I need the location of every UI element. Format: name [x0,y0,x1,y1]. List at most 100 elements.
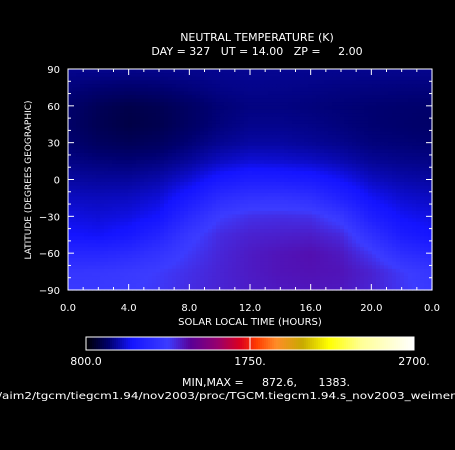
heatmap-cell [216,264,221,269]
heatmap-cell [400,134,405,139]
heatmap-cell [412,271,417,277]
heatmap-cell [160,221,165,226]
heatmap-cell [204,184,209,190]
heatmap-cell [240,105,245,110]
heatmap-cell [332,145,337,150]
heatmap-cell [412,181,417,186]
heatmap-cell [288,235,293,240]
heatmap-cell [316,286,321,291]
heatmap-cell [280,271,285,277]
heatmap-cell [424,286,429,291]
heatmap-cell [284,184,289,190]
heatmap-cell [252,264,257,269]
heatmap-cell [296,177,301,182]
heatmap-cell [356,279,361,284]
heatmap-cell [152,213,157,219]
heatmap-cell [84,181,89,186]
heatmap-cell [176,210,181,215]
heatmap-cell [424,130,429,135]
heatmap-cell [176,108,181,114]
heatmap-cell [208,213,213,219]
heatmap-cell [284,246,289,251]
heatmap-cell [104,145,109,150]
heatmap-cell [328,242,333,248]
heatmap-cell [76,199,81,204]
heatmap-cell [380,145,385,150]
heatmap-cell [368,108,373,114]
heatmap-cell [176,170,181,175]
heatmap-cell [244,177,249,182]
heatmap-cell [252,97,257,103]
heatmap-cell [176,177,181,182]
heatmap-cell [252,235,257,240]
heatmap-cell [352,134,357,139]
heatmap-cell [244,264,249,269]
heatmap-cell [248,235,253,240]
heatmap-cell [324,137,329,143]
heatmap-cell [384,181,389,186]
heatmap-cell [388,235,393,240]
heatmap-cell [420,126,425,132]
heatmap-cell [168,145,173,150]
heatmap-cell [124,145,129,150]
heatmap-cell [248,101,253,106]
heatmap-cell [124,228,129,233]
heatmap-cell [428,279,433,284]
heatmap-cell [324,166,329,172]
heatmap-cell [320,239,325,244]
heatmap-cell [308,184,313,190]
heatmap-cell [276,232,281,237]
heatmap-cell [416,264,421,269]
heatmap-cell [408,232,413,237]
heatmap-cell [428,242,433,248]
heatmap-cell [396,130,401,135]
heatmap-cell [280,206,285,211]
heatmap-cell [256,232,261,237]
heatmap-cell [256,250,261,255]
heatmap-cell [248,141,253,146]
heatmap-cell [76,108,81,114]
heatmap-cell [100,268,105,273]
heatmap-cell [368,195,373,201]
heatmap-cell [260,195,265,201]
heatmap-cell [164,221,169,226]
heatmap-cell [300,217,305,222]
heatmap-cell [200,155,205,161]
heatmap-cell [356,213,361,219]
heatmap-cell [208,108,213,114]
heatmap-cell [384,170,389,175]
heatmap-cell [316,217,321,222]
heatmap-cell [164,145,169,150]
heatmap-cell [148,224,153,230]
heatmap-cell [344,134,349,139]
heatmap-cell [292,166,297,172]
heatmap-cell [160,90,165,95]
heatmap-cell [356,286,361,291]
heatmap-cell [148,268,153,273]
heatmap-cell [156,206,161,211]
heatmap-cell [92,141,97,146]
heatmap-cell [352,123,357,128]
heatmap-cell [264,184,269,190]
heatmap-cell [276,184,281,190]
heatmap-cell [68,282,73,287]
heatmap-cell [68,253,73,258]
heatmap-cell [336,126,341,132]
heatmap-cell [216,253,221,258]
heatmap-cell [108,271,113,277]
heatmap-cell [380,184,385,190]
heatmap-cell [376,213,381,219]
heatmap-cell [252,261,257,266]
heatmap-cell [368,275,373,280]
heatmap-cell [156,275,161,280]
heatmap-cell [112,199,117,204]
heatmap-cell [280,246,285,251]
heatmap-cell [408,166,413,172]
heatmap-cell [344,224,349,230]
heatmap-cell [264,97,269,103]
heatmap-cell [312,210,317,215]
heatmap-cell [100,145,105,150]
heatmap-cell [360,239,365,244]
heatmap-cell [220,232,225,237]
heatmap-cell [180,137,185,143]
